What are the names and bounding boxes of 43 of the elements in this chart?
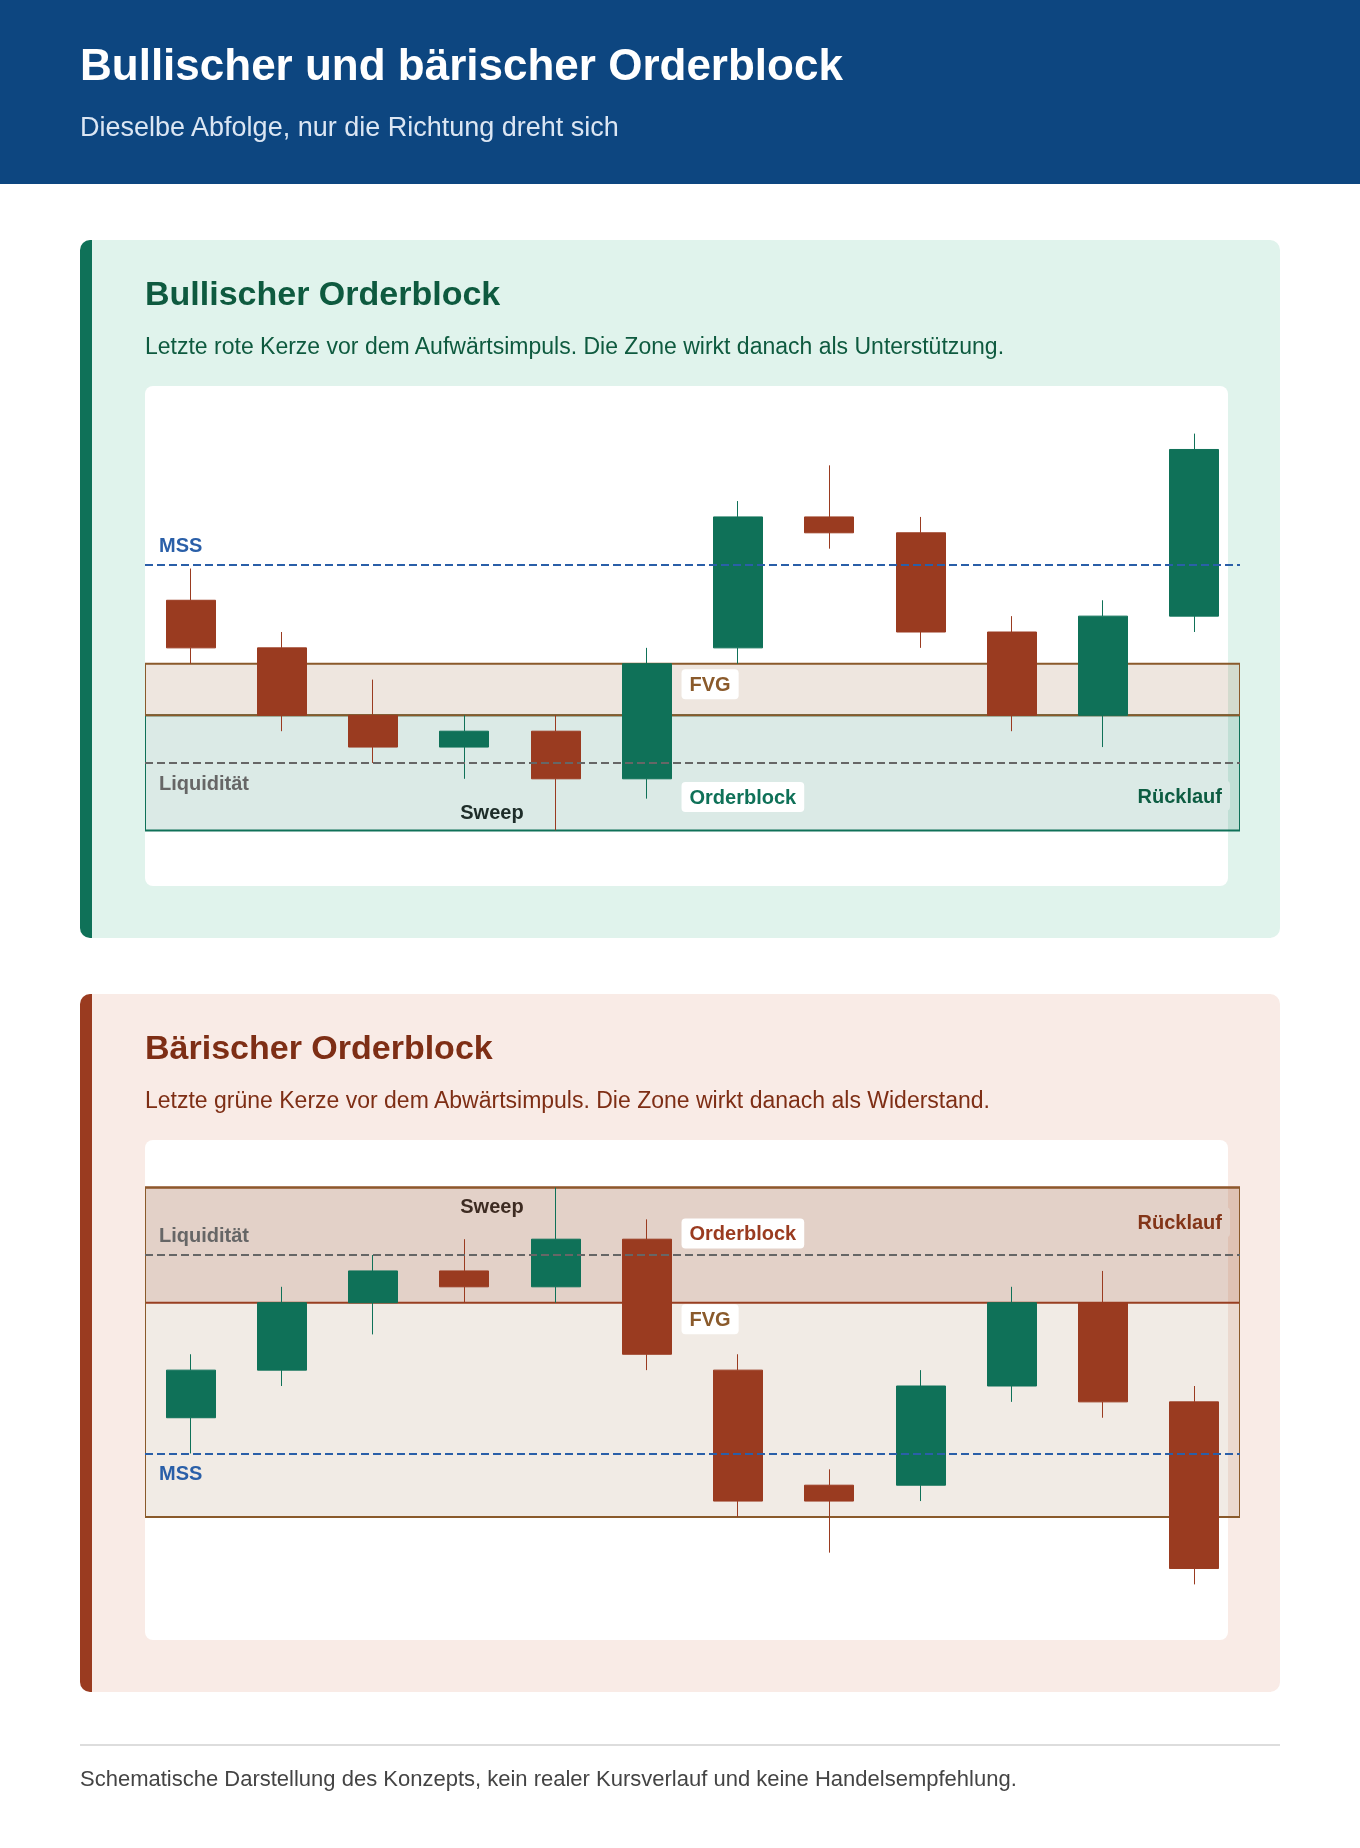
- candlestick: [1169, 1385, 1219, 1585]
- candlestick: [348, 679, 398, 764]
- candlestick: [896, 1369, 946, 1502]
- candlestick: [896, 516, 946, 649]
- chart-subtitle: Letzte grüne Kerze vor dem Abwärtsimpuls. Die Zone wirkt danach als Widerstand.: [145, 1087, 991, 1114]
- ref-line-label: Liquidität: [159, 771, 250, 794]
- chart-subtitle: Letzte rote Kerze vor dem Aufwärtsimpuls. Die Zone wirkt danach als Unterstützung.: [145, 333, 1006, 360]
- text: Schematische Darstellung des Konzepts, kein realer Kursverlauf und keine Handelsempfehlung.: [80, 1765, 1018, 1793]
- text: Dieselbe Abfolge, nur die Richtung dreht sich: [80, 112, 620, 143]
- chart-title: Bärischer Orderblock: [145, 1028, 494, 1067]
- band-label: Orderblock: [689, 1222, 798, 1245]
- band-label: FVG: [689, 1308, 731, 1331]
- candlestick: [804, 464, 854, 550]
- candlestick: [1169, 433, 1219, 633]
- annotation: Rücklauf: [1137, 1211, 1223, 1234]
- annotation: Sweep: [460, 1194, 524, 1217]
- candlestick: [166, 1353, 216, 1454]
- candlestick: [713, 1353, 763, 1518]
- candlestick: [987, 615, 1037, 732]
- chart-title: Bullischer Orderblock: [145, 274, 502, 313]
- candlestick: [257, 631, 307, 732]
- candlestick: [622, 1218, 672, 1371]
- candlestick: [348, 1254, 398, 1335]
- candlestick: [713, 500, 763, 665]
- annotation: Rücklauf: [1137, 784, 1223, 807]
- band-label: FVG: [689, 673, 731, 696]
- candlestick: [1078, 1270, 1128, 1419]
- candlestick: [439, 714, 489, 780]
- candlestick: [987, 1286, 1037, 1403]
- candlestick: [166, 568, 216, 665]
- text: Bullischer und bärischer Orderblock: [80, 40, 844, 90]
- candlestick: [439, 1238, 489, 1304]
- candlestick: [531, 714, 581, 831]
- candlestick: [1078, 599, 1128, 748]
- candlestick: [622, 647, 672, 800]
- ref-line-label: MSS: [159, 533, 203, 556]
- candlestick: [531, 1187, 581, 1304]
- ref-line-label: MSS: [159, 1462, 203, 1485]
- candlestick: [804, 1468, 854, 1554]
- ref-line-label: Liquidität: [159, 1224, 250, 1247]
- annotation: Sweep: [460, 801, 524, 824]
- candlestick: [257, 1286, 307, 1387]
- band-label: Orderblock: [689, 786, 798, 809]
